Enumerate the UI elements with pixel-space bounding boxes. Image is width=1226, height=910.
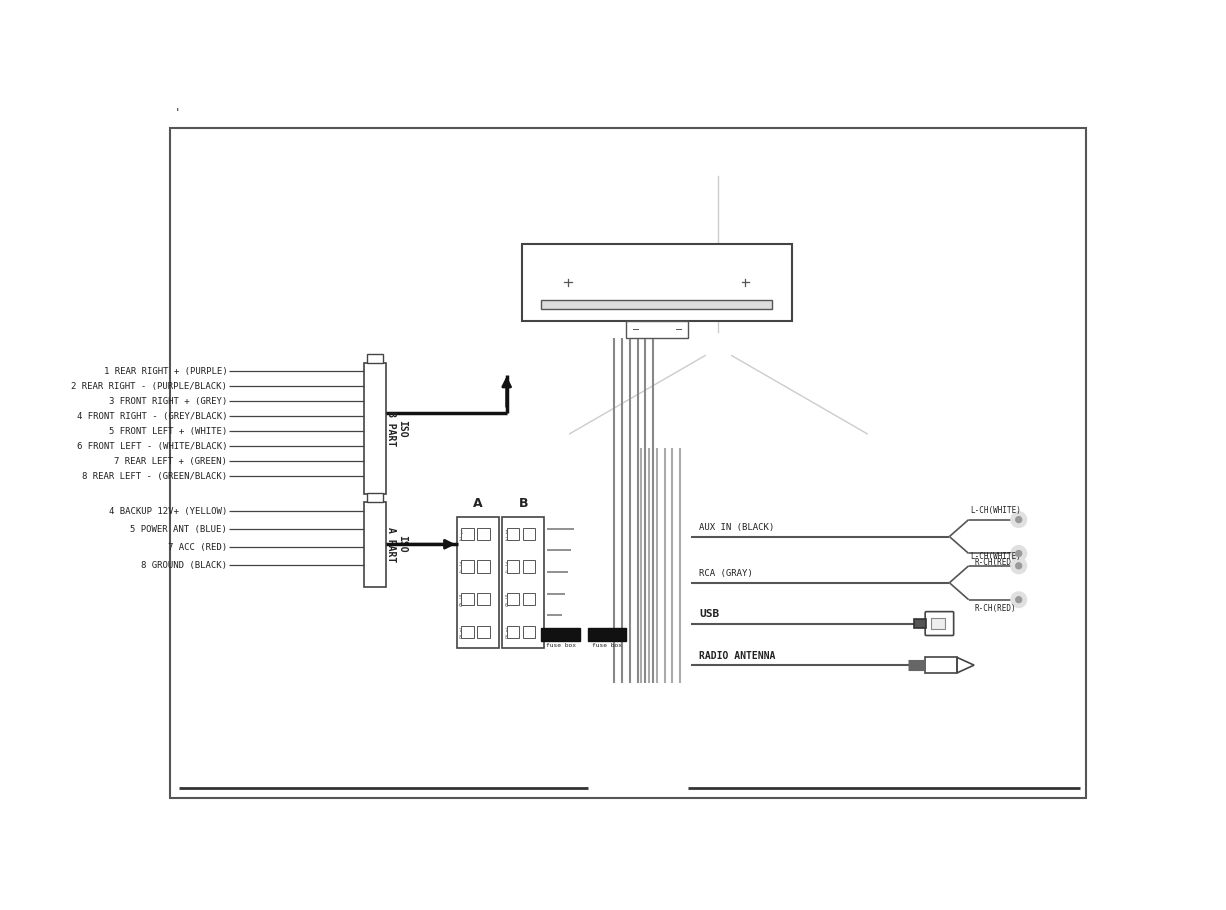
Text: 4 BACKUP 12V+ (YELLOW): 4 BACKUP 12V+ (YELLOW) [109,507,227,516]
Bar [368,492,383,502]
Text: L-CH(WHITE): L-CH(WHITE) [970,552,1021,561]
Bar [924,657,958,672]
Text: 8 GROUND (BLACK): 8 GROUND (BLACK) [141,561,227,570]
Text: 4: 4 [504,570,508,575]
Text: ISO
B PART: ISO B PART [386,411,407,447]
Bar [461,626,473,638]
Text: fuse box: fuse box [546,642,575,648]
Circle shape [1015,597,1021,602]
Bar [364,363,386,494]
Text: 6: 6 [459,602,462,608]
Polygon shape [958,657,973,672]
Circle shape [1015,551,1021,557]
Text: RCA (GRAY): RCA (GRAY) [699,569,753,578]
Bar [522,593,536,605]
Text: 8: 8 [504,635,508,641]
Text: 2: 2 [504,537,508,542]
Text: 1: 1 [504,530,508,534]
Circle shape [674,326,682,333]
Bar [461,593,473,605]
Circle shape [1011,558,1026,573]
Bar [364,502,386,587]
Circle shape [1011,512,1026,527]
Text: 7 REAR LEFT + (GREEN): 7 REAR LEFT + (GREEN) [114,457,227,466]
Circle shape [1015,517,1021,522]
Bar [461,561,473,572]
Text: L-CH(WHITE): L-CH(WHITE) [970,506,1021,515]
Text: fuse box: fuse box [592,642,622,648]
Text: 8: 8 [459,635,462,641]
Text: ': ' [175,106,179,120]
Text: 6 FRONT LEFT - (WHITE/BLACK): 6 FRONT LEFT - (WHITE/BLACK) [77,441,227,450]
Text: 5 FRONT LEFT + (WHITE): 5 FRONT LEFT + (WHITE) [109,427,227,436]
Bar [506,626,519,638]
Text: 4 FRONT RIGHT - (GREY/BLACK): 4 FRONT RIGHT - (GREY/BLACK) [77,411,227,420]
Bar [368,354,383,363]
Bar [477,528,489,540]
Circle shape [542,171,895,525]
Text: 7 ACC (RED): 7 ACC (RED) [168,543,227,551]
Bar [477,593,489,605]
Bar [587,628,626,641]
Text: 1 REAR RIGHT + (PURPLE): 1 REAR RIGHT + (PURPLE) [103,367,227,376]
Circle shape [705,334,732,362]
Bar [542,628,580,641]
Text: R-CH(RED): R-CH(RED) [975,604,1016,613]
Text: 7: 7 [504,628,508,632]
Bar [931,618,945,629]
Circle shape [738,276,753,289]
Text: 5: 5 [504,595,508,600]
Text: 4: 4 [459,570,462,575]
Text: RADIO ANTENNA: RADIO ANTENNA [699,651,776,661]
Text: 3: 3 [504,562,508,567]
Bar [506,561,519,572]
Text: 2 REAR RIGHT - (PURPLE/BLACK): 2 REAR RIGHT - (PURPLE/BLACK) [71,381,227,390]
Text: 3 FRONT RIGHT + (GREY): 3 FRONT RIGHT + (GREY) [109,397,227,406]
Bar [456,517,499,648]
Circle shape [1011,592,1026,607]
Text: 2: 2 [459,537,462,542]
FancyBboxPatch shape [926,612,954,635]
Bar [506,593,519,605]
Text: 8 REAR LEFT - (GREEN/BLACK): 8 REAR LEFT - (GREEN/BLACK) [82,471,227,480]
Bar [626,321,688,338]
Text: AUX IN (BLACK): AUX IN (BLACK) [699,523,775,532]
Bar [461,528,473,540]
Text: 5 POWER ANT (BLUE): 5 POWER ANT (BLUE) [130,525,227,534]
Bar [501,517,544,648]
Text: USB: USB [699,609,720,619]
Bar [522,626,536,638]
Text: A: A [473,497,483,510]
Bar [477,626,489,638]
Circle shape [562,276,575,289]
Bar [522,244,792,321]
Circle shape [1015,562,1021,569]
Text: 3: 3 [459,562,462,567]
Text: R-CH(RED): R-CH(RED) [975,558,1016,567]
Circle shape [1011,546,1026,561]
Circle shape [631,326,639,333]
Text: 5: 5 [459,595,462,600]
Text: 1: 1 [459,530,462,534]
Text: 7: 7 [459,628,462,632]
Bar [522,528,536,540]
Bar [522,561,536,572]
Text: B: B [519,497,528,510]
Text: ISO
A PART: ISO A PART [386,527,407,561]
Bar [506,528,519,540]
Bar [542,300,772,309]
Bar [915,619,927,628]
Text: 6: 6 [504,602,508,608]
Bar [477,561,489,572]
